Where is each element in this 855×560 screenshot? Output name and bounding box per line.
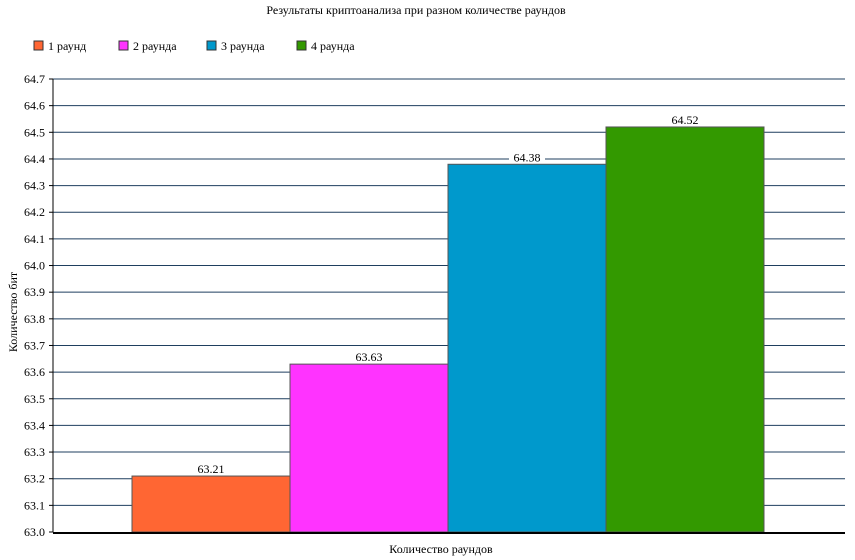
legend-item-1: 1 раунд (33, 39, 86, 53)
data-label-2: 63.63 (356, 350, 383, 364)
y-tick-label: 64.4 (24, 152, 45, 166)
legend-label: 4 раунда (311, 39, 355, 53)
y-tick-label: 63.6 (24, 365, 45, 379)
data-label-background (351, 350, 387, 364)
bar-3 (447, 163, 607, 533)
legend-swatch (118, 40, 129, 51)
data-label-3: 64.38 (514, 150, 541, 164)
data-label-1: 63.21 (198, 462, 225, 476)
bar-2 (289, 363, 449, 533)
y-tick-label: 63.8 (24, 312, 45, 326)
legend-label: 2 раунда (133, 39, 177, 53)
y-axis-title: Количество бит (6, 271, 20, 352)
y-tick-label: 64.6 (24, 99, 45, 113)
y-tick-label: 63.0 (24, 525, 45, 539)
y-tick-label: 63.1 (24, 498, 45, 512)
y-tick-label: 64.2 (24, 205, 45, 219)
data-labels: 63.21 63.63 64.38 64.52 (193, 112, 703, 476)
legend-item-3: 3 раунда (206, 39, 265, 53)
bar-1 (131, 475, 291, 533)
y-tick-label: 63.5 (24, 392, 45, 406)
y-axis-ticks: 63.0 63.1 63.2 63.3 63.4 63.5 63.6 63.7 63.8 63.9… (24, 72, 53, 539)
y-tick-label: 64.5 (24, 125, 45, 139)
y-tick-label: 64.7 (24, 72, 45, 86)
bars (131, 126, 765, 533)
y-tick-label: 63.3 (24, 445, 45, 459)
legend: 1 раунд 2 раунда 3 раунда 4 раунда (33, 39, 355, 53)
legend-swatch (206, 40, 217, 51)
y-tick-label: 63.4 (24, 418, 45, 432)
y-tick-label: 63.7 (24, 338, 45, 352)
legend-item-2: 2 раунда (118, 39, 177, 53)
bar-4 (605, 126, 765, 533)
y-tick-label: 64.0 (24, 259, 45, 273)
legend-label: 3 раунда (221, 39, 265, 53)
y-tick-label: 63.2 (24, 472, 45, 486)
x-axis-title: Количество раундов (389, 542, 493, 556)
legend-item-4: 4 раунда (296, 39, 355, 53)
y-tick-label: 63.9 (24, 285, 45, 299)
data-label-background (667, 112, 703, 126)
data-label-4: 64.52 (672, 113, 699, 127)
data-label-background (509, 150, 545, 164)
y-tick-label: 64.1 (24, 232, 45, 246)
data-label-background (193, 462, 229, 476)
legend-label: 1 раунд (48, 39, 86, 53)
legend-swatch (296, 40, 307, 51)
chart-title: Результаты криптоанализа при разном коли… (266, 3, 566, 17)
legend-swatch (33, 40, 44, 51)
y-tick-label: 64.3 (24, 179, 45, 193)
